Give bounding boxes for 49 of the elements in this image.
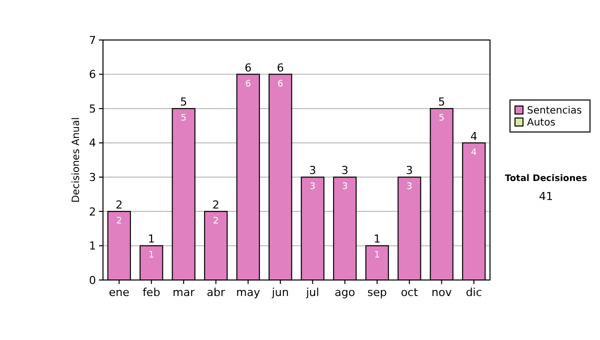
- y-tick-label: 2: [89, 205, 96, 218]
- data-label: 3: [310, 182, 316, 192]
- data-label: 1: [374, 250, 380, 261]
- data-label: 1: [148, 250, 154, 261]
- data-label: 6: [245, 79, 252, 90]
- y-tick-label: 1: [89, 240, 96, 253]
- x-tick-label: may: [236, 286, 261, 299]
- y-tick-label: 4: [89, 136, 96, 150]
- x-tick-label: dic: [466, 286, 482, 299]
- total-label: 6: [244, 61, 252, 74]
- x-tick-label: ene: [108, 286, 130, 299]
- total-label: 4: [470, 130, 478, 143]
- text: 41: [539, 190, 553, 203]
- x-tick-label: oct: [400, 286, 419, 299]
- y-tick-label: 6: [89, 68, 96, 82]
- data-label: 2: [116, 216, 122, 226]
- x-tick-label: ago: [334, 286, 356, 299]
- total-label: 5: [438, 96, 446, 109]
- x-tick-label: sep: [367, 286, 387, 299]
- total-label: 1: [148, 232, 155, 246]
- total-label: 5: [180, 96, 188, 109]
- total-label: 1: [374, 232, 381, 246]
- total-label: 2: [212, 198, 220, 212]
- x-tick-label: mar: [172, 286, 196, 299]
- total-label: 6: [276, 61, 284, 74]
- data-label: 5: [180, 114, 186, 124]
- text: Total Decisiones: [504, 174, 588, 184]
- total-label: 3: [406, 164, 413, 178]
- legend-label: Autos: [527, 118, 556, 128]
- x-tick-label: jun: [270, 286, 289, 299]
- y-tick-label: 5: [89, 102, 96, 116]
- legend-label: Sentencias: [527, 106, 582, 116]
- y-axis-title: Decisiones Anual: [71, 117, 82, 203]
- total-label: 2: [116, 198, 123, 212]
- x-tick-label: feb: [142, 286, 160, 299]
- y-tick-label: 0: [89, 274, 96, 287]
- total-label: 3: [341, 164, 348, 178]
- data-label: 3: [342, 182, 348, 192]
- y-tick-label: 3: [89, 170, 96, 184]
- x-tick-label: jul: [305, 286, 320, 299]
- total-label: 3: [309, 164, 316, 178]
- y-tick-label: 7: [89, 34, 96, 47]
- data-label: 5: [438, 114, 444, 124]
- x-tick-label: nov: [432, 286, 452, 299]
- data-label: 4: [471, 148, 478, 158]
- x-tick-label: abr: [206, 286, 226, 299]
- data-label: 2: [213, 216, 219, 226]
- data-label: 6: [278, 79, 284, 90]
- data-label: 3: [406, 182, 412, 192]
